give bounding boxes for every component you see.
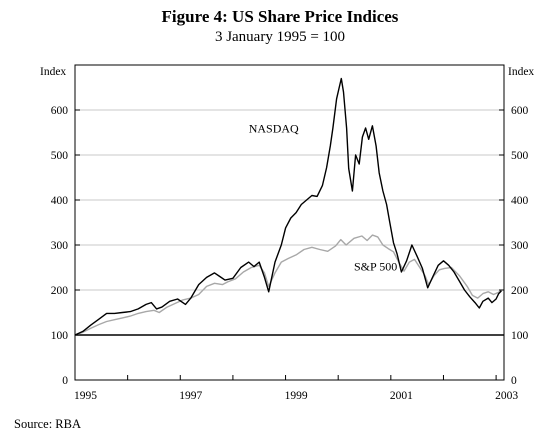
y-tick-label-left: 200: [51, 285, 69, 297]
y-axis-label-right: Index: [508, 66, 534, 78]
series-line-nasdaq: [74, 77, 502, 336]
x-tick-label: 1997: [179, 390, 202, 402]
chart-subtitle: 3 January 1995 = 100: [215, 29, 345, 45]
y-tick-label-left: 300: [51, 240, 69, 252]
series-labels: NASDAQ S&P 500: [249, 122, 398, 274]
chart-title: Figure 4: US Share Price Indices: [162, 7, 399, 26]
y-tick-label-right: 600: [511, 105, 529, 117]
series-group: [74, 77, 502, 336]
series-label-nasdaq: NASDAQ: [249, 122, 299, 136]
y-tick-label-right: 0: [511, 375, 517, 387]
x-tick-label: 1995: [74, 390, 97, 402]
series-label-s-p-500: S&P 500: [354, 260, 397, 274]
plot-frame: [74, 64, 505, 381]
y-axis-label-left: Index: [40, 66, 66, 78]
y-tick-label-left: 0: [62, 375, 68, 387]
gridlines: [75, 109, 504, 336]
y-tick-label-left: 400: [51, 195, 69, 207]
source-note: Source: RBA: [14, 417, 81, 431]
y-tick-label-right: 300: [511, 240, 529, 252]
y-tick-label-left: 500: [51, 150, 69, 162]
tick-labels: 0 0 100 100 200 200 300 300 400 400 500 500 600 600 19…: [51, 105, 529, 402]
y-tick-label-right: 400: [511, 195, 529, 207]
x-tick-label: 1999: [285, 390, 308, 402]
y-tick-label-right: 500: [511, 150, 529, 162]
y-tick-label-left: 100: [51, 330, 69, 342]
y-tick-label-right: 200: [511, 285, 529, 297]
x-tick-label: 2003: [495, 390, 518, 402]
x-tick-label: 2001: [390, 390, 413, 402]
series-line-s-p-500: [74, 234, 502, 336]
y-tick-label-right: 100: [511, 330, 529, 342]
y-tick-label-left: 600: [51, 105, 69, 117]
